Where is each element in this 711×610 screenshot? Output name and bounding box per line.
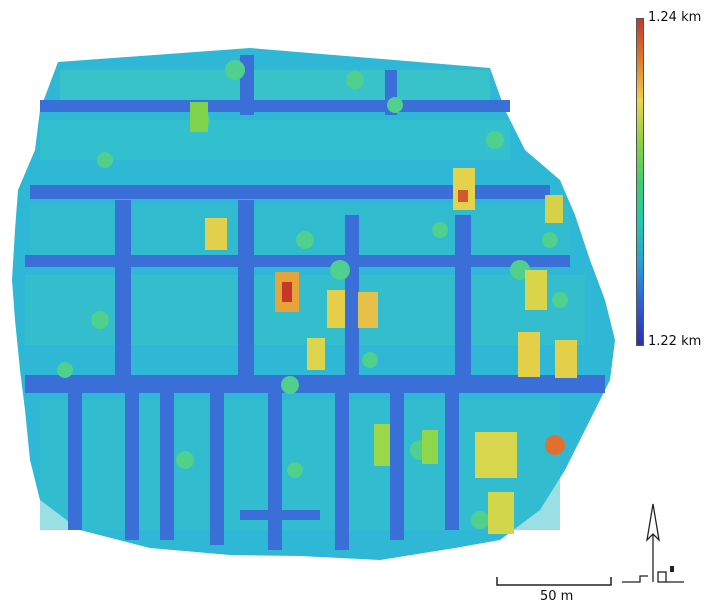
buildings xyxy=(190,102,577,534)
scale-bar xyxy=(496,577,612,586)
terrain-area xyxy=(12,48,615,560)
legend-min-label: 1.22 km xyxy=(648,334,702,349)
legend-max-label: 1.24 km xyxy=(648,10,702,25)
elevation-color-ramp xyxy=(636,18,644,346)
north-arrow-icon xyxy=(622,503,684,583)
scale-bar-label: 50 m xyxy=(540,589,574,604)
